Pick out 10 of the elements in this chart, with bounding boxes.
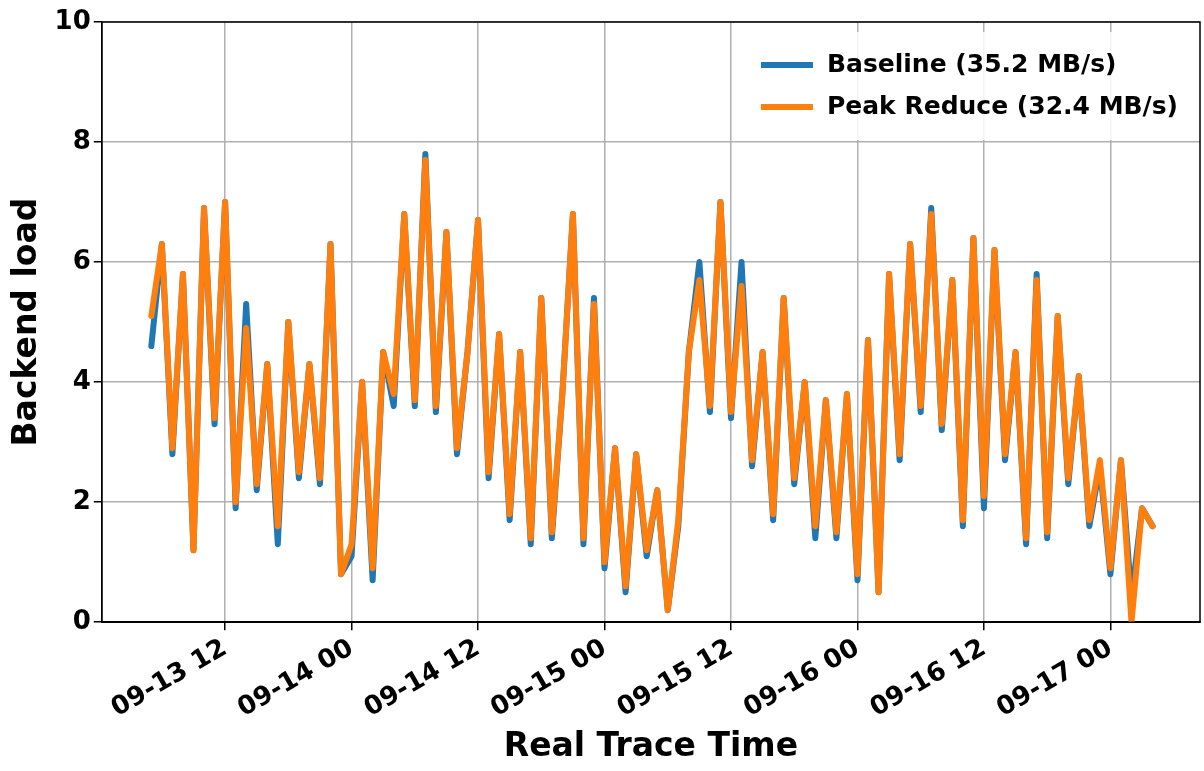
y-tick-label: 10 — [54, 4, 91, 35]
legend-label: Peak Reduce (32.4 MB/s) — [826, 90, 1179, 120]
legend-label: Baseline (35.2 MB/s) — [826, 48, 1117, 78]
y-tick-label: 2 — [72, 484, 91, 515]
y-tick-label: 6 — [72, 244, 91, 275]
y-tick-label: 4 — [72, 364, 91, 395]
y-tick-label: 8 — [72, 124, 91, 155]
y-axis-title: Backend load — [5, 197, 45, 447]
x-axis-title: Real Trace Time — [503, 724, 799, 764]
y-tick-label: 0 — [72, 604, 91, 635]
